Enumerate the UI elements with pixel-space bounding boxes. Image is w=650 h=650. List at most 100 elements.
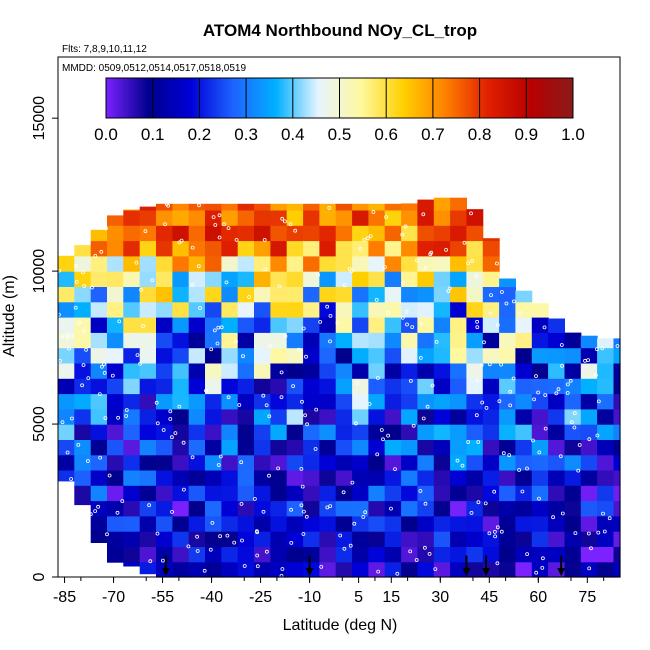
sample-point [65, 450, 70, 455]
heat-cell [205, 362, 222, 379]
x-tick-label: -10 [298, 589, 321, 606]
heat-cell [156, 408, 173, 425]
heat-cell [613, 454, 621, 471]
heat-cell [401, 240, 418, 257]
sample-point [423, 501, 428, 506]
heat-cell [515, 454, 533, 471]
heat-cell [352, 424, 369, 440]
heat-cell [254, 225, 271, 242]
heat-cell [450, 301, 467, 318]
sample-point [216, 325, 221, 330]
sample-point [342, 283, 347, 288]
heat-cell [107, 531, 124, 547]
heat-cell [433, 393, 451, 410]
sample-point [209, 347, 214, 352]
heat-cell [352, 255, 369, 272]
heat-cell [335, 255, 353, 272]
sample-point [98, 455, 103, 460]
heat-cell [221, 408, 239, 425]
heat-cell [237, 469, 255, 486]
sample-point [469, 511, 474, 515]
heat-cell [531, 546, 549, 563]
sample-point [408, 549, 413, 554]
sample-point [166, 203, 171, 208]
heat-cell [221, 515, 239, 532]
heat-cell [531, 500, 549, 517]
heat-cell [531, 515, 549, 532]
sample-point [381, 437, 385, 442]
heat-cell [139, 286, 157, 303]
heat-cell [433, 424, 451, 440]
sample-point [239, 460, 244, 465]
heat-cell [499, 531, 516, 547]
heat-cell [90, 317, 108, 333]
heat-cell [254, 317, 271, 333]
sample-point [403, 224, 408, 229]
sample-point [74, 264, 78, 268]
sample-point [148, 559, 153, 564]
heat-cell [499, 500, 516, 517]
heat-cell [433, 317, 451, 333]
heat-cell [237, 240, 255, 257]
heat-cell [482, 317, 500, 333]
heat-cell [597, 338, 614, 349]
sample-point [572, 425, 577, 430]
sample-point [226, 226, 231, 231]
heat-cell [188, 362, 206, 379]
heat-cell [335, 286, 353, 303]
heat-cell [205, 240, 222, 257]
sample-point [376, 569, 381, 574]
sample-point [596, 530, 601, 535]
heat-cell [172, 469, 190, 486]
sample-point [288, 222, 293, 227]
heat-cell [270, 286, 288, 303]
heat-cell [156, 317, 173, 333]
sample-point [225, 533, 230, 538]
heat-cell [286, 209, 304, 226]
sample-point [576, 468, 581, 473]
heat-cell [499, 362, 516, 379]
heat-cell [205, 347, 222, 364]
heat-cell [352, 531, 369, 547]
heat-cell [270, 469, 288, 486]
heat-cell [548, 393, 565, 410]
sample-point [222, 222, 227, 227]
sample-point [411, 423, 416, 428]
sample-point [212, 328, 217, 333]
heat-cell [303, 301, 320, 318]
heat-cell [123, 255, 141, 272]
heat-cell [401, 378, 418, 395]
sample-point [90, 285, 94, 290]
heat-cell [221, 485, 239, 502]
heat-cell [188, 271, 206, 287]
sample-point [352, 521, 357, 526]
heat-cell [482, 515, 500, 532]
sample-point [495, 525, 500, 530]
heat-cell [352, 362, 369, 379]
heat-cell [90, 271, 108, 287]
heat-cell [450, 469, 467, 486]
heat-cell [123, 347, 141, 364]
heat-cell [352, 546, 369, 563]
heat-cell [107, 485, 124, 502]
heat-cell [613, 485, 621, 502]
heat-cell [123, 515, 141, 532]
heat-cell [401, 439, 418, 456]
heat-cell [172, 408, 190, 425]
heat-cell [254, 485, 271, 502]
heat-cell [466, 209, 484, 226]
heat-cell [237, 454, 255, 471]
heat-cell [368, 286, 386, 303]
heat-cell [450, 393, 467, 410]
heat-cell [417, 500, 435, 517]
heat-cell [221, 500, 239, 517]
colorbar: 0.0 0.1 0.2 0.3 0.4 0.5 0.6 0.7 0.8 0.9 1.0 [94, 74, 585, 144]
heat-cell [237, 439, 255, 456]
heat-cell [548, 546, 565, 563]
heat-cell [205, 209, 222, 226]
heat-cell [156, 203, 173, 211]
heat-cell [123, 317, 141, 333]
sample-point [93, 253, 98, 258]
heat-cell [482, 469, 500, 486]
sample-point [252, 496, 257, 501]
